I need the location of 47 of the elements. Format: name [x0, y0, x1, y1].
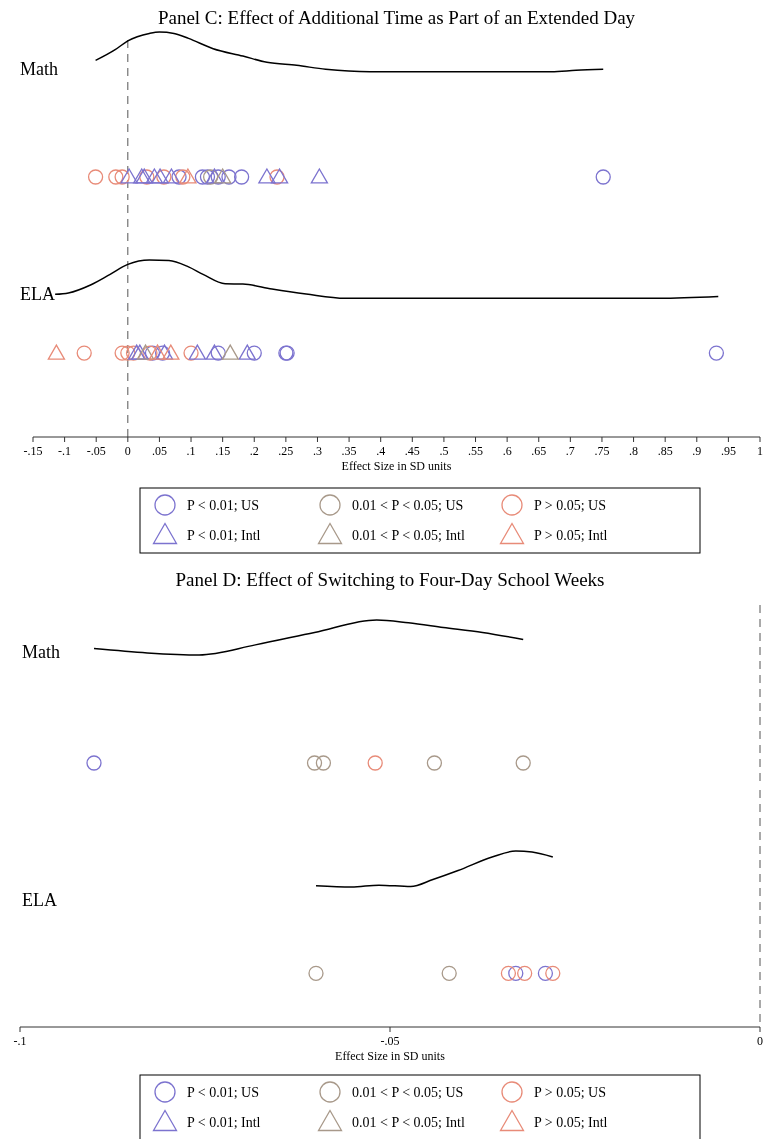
x-tick-label: -.05: [380, 1034, 400, 1048]
x-tick-label: .2: [249, 444, 259, 458]
x-tick-label: .7: [565, 444, 575, 458]
y-axis-title: Math: [22, 642, 60, 662]
x-tick-label: -.1: [13, 1034, 27, 1048]
x-tick-label: .25: [278, 444, 294, 458]
legend-label: P > 0.05; Intl: [534, 1115, 608, 1130]
x-tick-label: .45: [404, 444, 420, 458]
x-tick-label: .4: [376, 444, 386, 458]
x-tick-label: .35: [341, 444, 357, 458]
x-tick-label: .85: [657, 444, 673, 458]
x-tick-label: 0: [124, 444, 131, 458]
x-tick-label: .8: [629, 444, 639, 458]
x-tick-label: .05: [151, 444, 167, 458]
x-tick-label: -.05: [86, 444, 106, 458]
legend-label: 0.01 < P < 0.05; US: [352, 498, 464, 513]
chart-title: Panel D: Effect of Switching to Four-Day School Weeks: [175, 569, 605, 590]
legend-label: P < 0.01; Intl: [187, 1115, 261, 1130]
legend-label: 0.01 < P < 0.05; Intl: [352, 528, 465, 543]
x-tick-label: .55: [468, 444, 484, 458]
x-tick-label: -.15: [23, 444, 43, 458]
x-tick-label: .5: [439, 444, 449, 458]
legend-label: P < 0.01; Intl: [187, 528, 261, 543]
y-axis-title: ELA: [20, 284, 55, 304]
x-axis-title: Effect Size in SD units: [335, 1049, 446, 1063]
x-tick-label: .95: [720, 444, 736, 458]
x-tick-label: .15: [215, 444, 231, 458]
y-axis-title: ELA: [22, 890, 57, 910]
legend-label: P > 0.05; US: [534, 1085, 606, 1100]
x-tick-label: .9: [692, 444, 702, 458]
legend-label: 0.01 < P < 0.05; Intl: [352, 1115, 465, 1130]
legend-label: P < 0.01; US: [187, 1085, 259, 1100]
x-tick-label: .3: [312, 444, 322, 458]
x-tick-label: 0: [757, 1034, 763, 1048]
legend-label: 0.01 < P < 0.05; US: [352, 1085, 464, 1100]
legend-label: P > 0.05; US: [534, 498, 606, 513]
x-axis-title: Effect Size in SD units: [341, 459, 452, 473]
x-tick-label: .6: [502, 444, 512, 458]
legend-label: P < 0.01; US: [187, 498, 259, 513]
legend-label: P > 0.05; Intl: [534, 528, 608, 543]
x-tick-label: .1: [186, 444, 196, 458]
x-tick-label: 1: [757, 444, 763, 458]
y-axis-title: Math: [20, 59, 58, 79]
chart-title: Panel C: Effect of Additional Time as Part of an Extended Day: [157, 7, 636, 28]
x-tick-label: -.1: [58, 444, 72, 458]
x-tick-label: .75: [594, 444, 610, 458]
x-tick-label: .65: [531, 444, 547, 458]
